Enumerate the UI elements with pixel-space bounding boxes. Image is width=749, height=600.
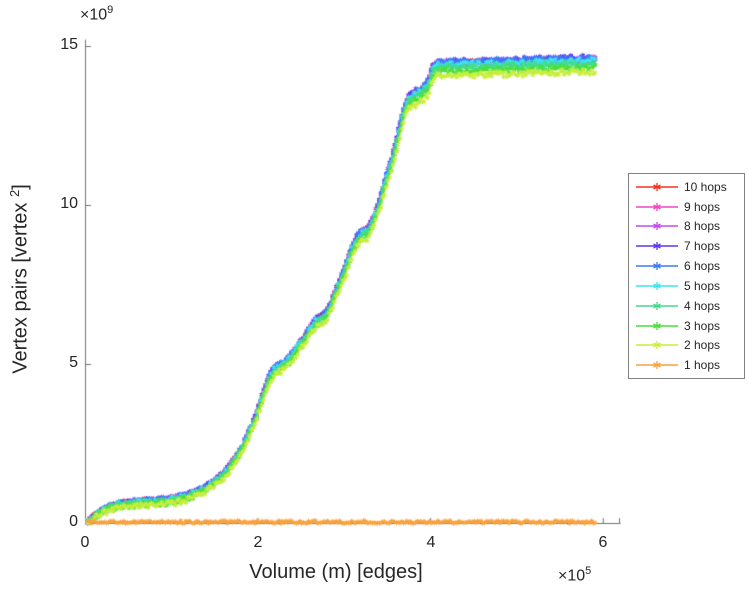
legend-label: 7 hops [684, 239, 721, 254]
legend-item-2-hops: 2 hops [635, 336, 742, 354]
y-exponent-sup: 9 [107, 4, 114, 16]
legend-label: 3 hops [684, 318, 721, 333]
asterisk-marker-icon [636, 202, 678, 211]
x-axis-label: Volume (m) [edges] [249, 561, 423, 583]
legend-item-10-hops: 10 hops [635, 178, 742, 196]
y-exponent-base: ×10 [80, 6, 108, 24]
asterisk-marker-icon [636, 341, 678, 350]
asterisk-marker-icon [636, 182, 678, 191]
x-axis-exponent: ×105 [558, 565, 591, 585]
legend-item-8-hops: 8 hops [635, 217, 742, 235]
legend: 10 hops 9 hops 8 hops 7 hops 6 hops 5 ho… [628, 173, 745, 379]
asterisk-marker-icon [636, 222, 678, 231]
legend-label: 6 hops [684, 259, 721, 274]
x-tick-label-2: 2 [253, 534, 263, 551]
legend-label: 2 hops [684, 338, 721, 353]
x-tick-label-0: 0 [80, 534, 90, 551]
y-tick-label-0: 0 [69, 513, 78, 530]
legend-label: 1 hops [684, 358, 721, 373]
legend-item-7-hops: 7 hops [635, 237, 742, 255]
legend-item-4-hops: 4 hops [635, 297, 742, 315]
legend-label: 9 hops [684, 199, 721, 214]
y-label-text: Vertex pairs [vertex [9, 202, 32, 374]
legend-label: 4 hops [684, 298, 721, 313]
y-tick-label-10: 10 [60, 195, 78, 212]
x-exponent-sup: 5 [585, 565, 592, 577]
asterisk-marker-icon [636, 301, 678, 310]
asterisk-marker-icon [636, 281, 678, 290]
y-tick-label-5: 5 [69, 354, 78, 371]
asterisk-marker-icon [636, 361, 678, 370]
legend-label: 5 hops [684, 278, 721, 293]
asterisk-marker-icon [636, 321, 678, 330]
legend-label: 8 hops [684, 219, 721, 234]
legend-item-1-hops: 1 hops [635, 356, 742, 374]
y-axis-exponent: ×109 [80, 4, 113, 24]
asterisk-marker-icon [636, 262, 678, 271]
x-tick-label-4: 4 [426, 534, 436, 551]
legend-item-9-hops: 9 hops [635, 198, 742, 216]
y-tick-label-15: 15 [60, 36, 78, 53]
y-label-bracket: ] [9, 184, 32, 190]
x-exponent-base: ×10 [558, 567, 586, 585]
y-axis-label: Vertex pairs [vertex 2] [7, 79, 33, 479]
legend-item-5-hops: 5 hops [635, 277, 742, 295]
x-tick-label-6: 6 [598, 534, 608, 551]
legend-item-6-hops: 6 hops [635, 257, 742, 275]
legend-item-3-hops: 3 hops [635, 317, 742, 335]
legend-label: 10 hops [684, 179, 727, 194]
asterisk-marker-icon [636, 242, 678, 251]
y-label-sup: 2 [7, 189, 22, 198]
